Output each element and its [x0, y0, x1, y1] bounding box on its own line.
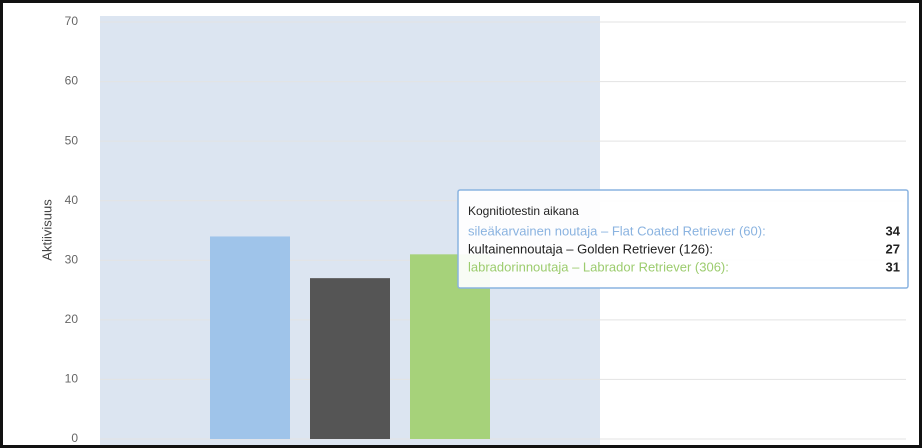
y-tick-label: 70 — [65, 14, 79, 28]
tooltip: Kognitiotestin aikana sileäkarvainen nout… — [457, 189, 909, 289]
tooltip-header: Kognitiotestin aikana — [468, 204, 579, 218]
tooltip-box — [457, 189, 909, 289]
tooltip-value: 27 — [886, 241, 900, 256]
tooltip-series-name: labradorinnoutaja – Labrador Retriever (… — [468, 259, 729, 274]
y-tick-label: 20 — [65, 312, 79, 326]
y-tick-label: 50 — [65, 133, 79, 147]
y-tick-label: 40 — [65, 193, 79, 207]
y-tick-label: 10 — [65, 372, 79, 386]
tooltip-value: 34 — [886, 223, 901, 238]
bar — [210, 236, 290, 439]
tooltip-value: 31 — [886, 259, 900, 274]
y-tick-label: 60 — [65, 74, 79, 88]
y-tick-label: 0 — [71, 431, 78, 445]
y-tick-label: 30 — [65, 252, 79, 266]
tooltip-series-name: kultainennoutaja – Golden Retriever (126… — [468, 241, 713, 256]
tooltip-series-name: sileäkarvainen noutaja – Flat Coated Ret… — [468, 223, 766, 238]
bar — [310, 278, 390, 439]
y-axis-label: Aktiivisuus — [39, 199, 54, 261]
